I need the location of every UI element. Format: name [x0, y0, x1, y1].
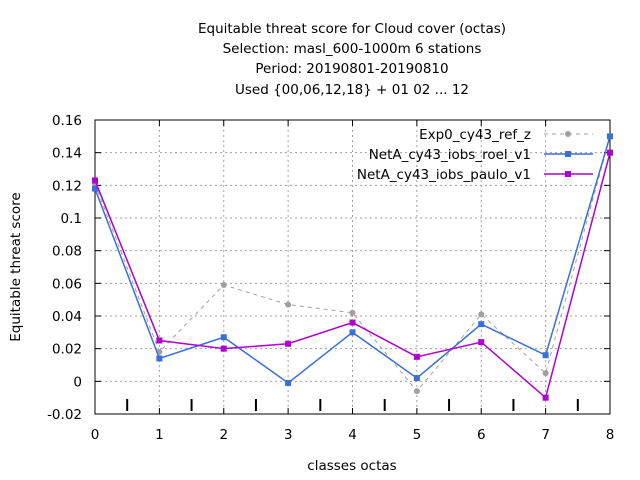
data-point — [220, 281, 227, 288]
title-line: Used {00,06,12,18} + 01 02 ... 12 — [235, 82, 469, 98]
grid — [95, 120, 610, 414]
data-point — [220, 345, 227, 352]
x-tick-label: 1 — [155, 427, 164, 443]
legend: Exp0_cy43_ref_z NetA_cy43_iobs_roel_v1 Net… — [357, 127, 593, 183]
data-point — [478, 321, 485, 328]
x-tick-label: 5 — [413, 427, 422, 443]
x-tick-label: 2 — [219, 427, 228, 443]
data-point — [565, 171, 571, 177]
data-point — [413, 375, 420, 382]
data-point — [478, 311, 485, 318]
data-point — [349, 319, 356, 326]
series-2 — [92, 149, 613, 401]
y-tick-label: -0.02 — [47, 407, 82, 423]
data-point — [156, 355, 163, 362]
data-point — [565, 131, 571, 137]
x-tick-label: 3 — [284, 427, 293, 443]
legend-label: NetA_cy43_iobs_roel_v1 — [369, 147, 531, 163]
data-point — [156, 337, 163, 344]
data-point — [542, 394, 549, 401]
y-tick-label: 0.04 — [52, 309, 82, 325]
series-line — [94, 136, 611, 392]
data-point — [565, 151, 571, 157]
legend-label: NetA_cy43_iobs_paulo_v1 — [357, 167, 531, 183]
chart-title: Equitable threat score for Cloud cover (… — [198, 21, 506, 98]
y-tick-label: 0.06 — [52, 276, 82, 292]
data-point — [413, 388, 420, 395]
y-tick-label: 0.08 — [52, 244, 82, 260]
x-tick-label: 0 — [91, 427, 100, 443]
y-tick-label: 0.02 — [52, 342, 82, 358]
data-point — [285, 340, 292, 347]
data-point — [92, 185, 98, 192]
data-point — [285, 301, 292, 308]
title-line: Selection: masl_600-1000m 6 stations — [223, 41, 482, 57]
y-tick-label: 0 — [73, 374, 82, 390]
data-point — [542, 352, 549, 359]
data-point — [92, 177, 98, 184]
series-layer — [92, 133, 613, 401]
data-point — [349, 329, 356, 336]
data-point — [542, 370, 549, 377]
data-point — [220, 334, 227, 341]
data-point — [607, 133, 613, 140]
legend-label: Exp0_cy43_ref_z — [419, 127, 531, 143]
data-point — [349, 309, 356, 316]
data-point — [285, 379, 292, 386]
data-point — [607, 149, 613, 156]
y-tick-label: 0.14 — [52, 146, 82, 162]
data-point — [413, 353, 420, 360]
y-tick-label: 0.1 — [61, 211, 82, 227]
title-line: Period: 20190801-20190810 — [255, 61, 448, 77]
x-tick-label: 6 — [477, 427, 486, 443]
title-line: Equitable threat score for Cloud cover (… — [198, 21, 506, 37]
x-tick-label: 7 — [541, 427, 550, 443]
x-tick-label: 8 — [606, 427, 615, 443]
x-axis-label: classes octas — [307, 458, 396, 474]
x-tick-label: 4 — [348, 427, 357, 443]
y-tick-label: 0.16 — [52, 113, 82, 129]
axes: -0.02 0 0.02 0.04 0.06 0.08 0.1 0.12 0.14 0.16 0 1 2… — [47, 113, 614, 443]
y-axis-label: Equitable threat score — [8, 192, 24, 341]
series-1 — [92, 133, 613, 386]
y-tick-label: 0.12 — [52, 178, 82, 194]
data-point — [478, 339, 485, 346]
